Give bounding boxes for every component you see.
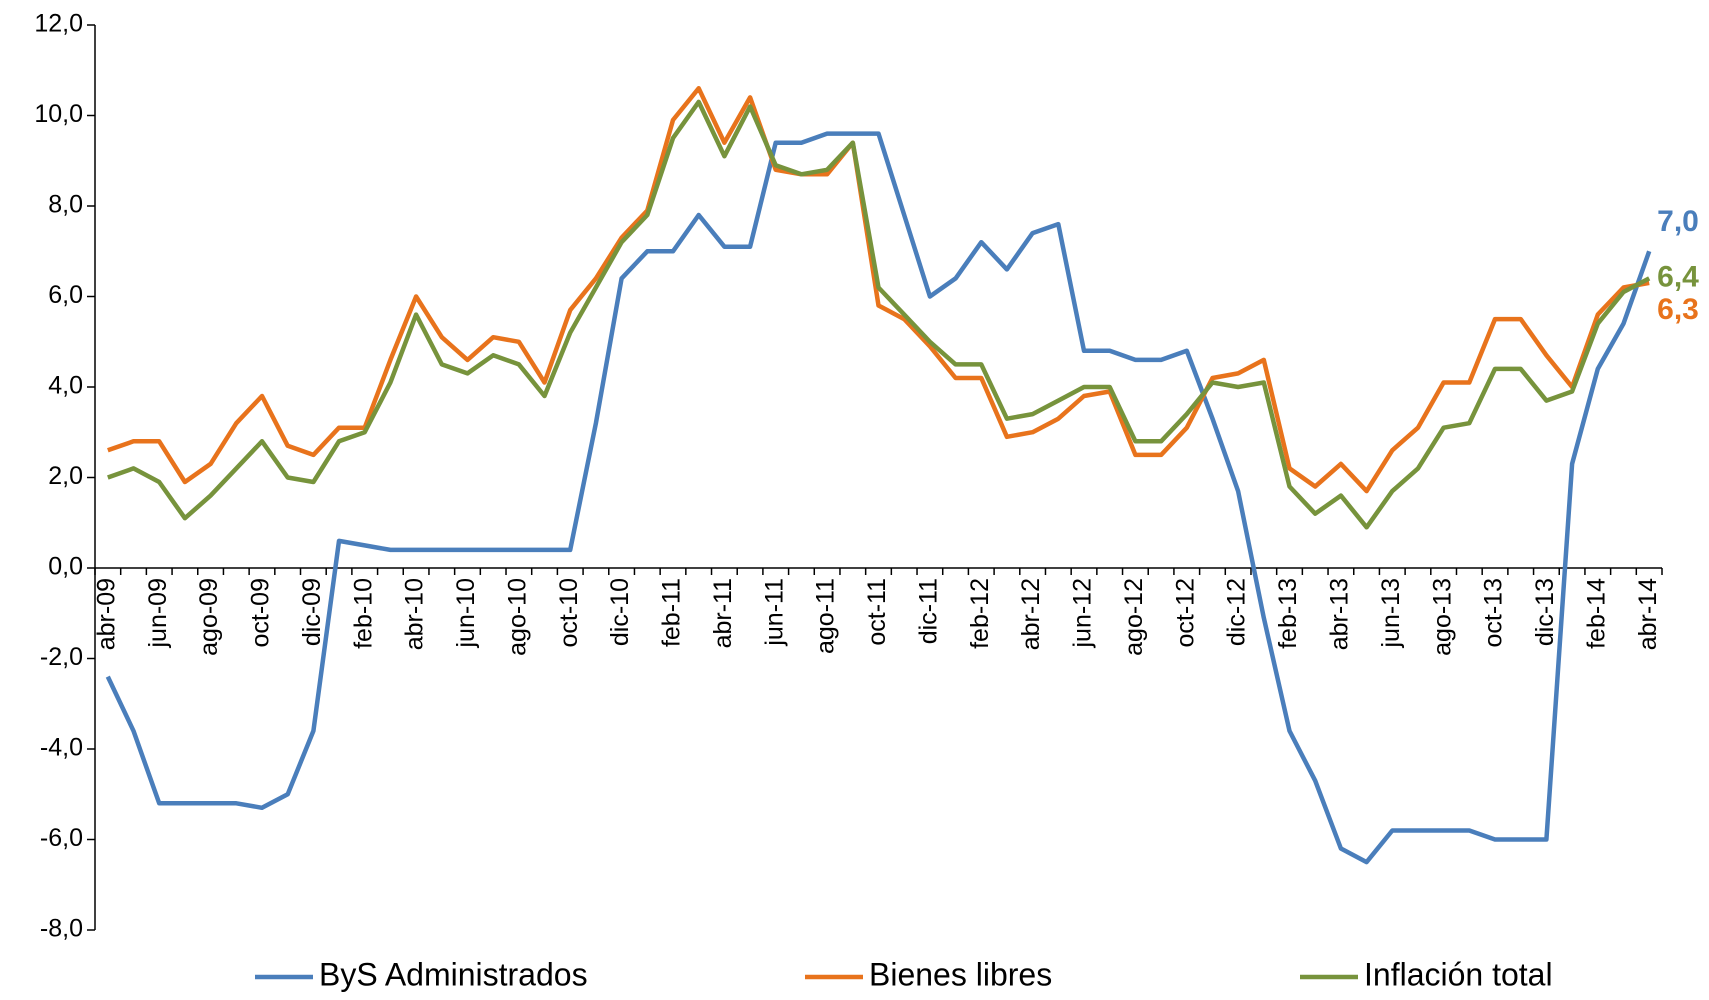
series-line <box>105 131 1652 865</box>
x-tick-label: ago-11 <box>812 578 840 654</box>
legend-label: Inflación total <box>1364 956 1553 992</box>
legend-label: Bienes libres <box>869 956 1052 992</box>
legend-label: ByS Administrados <box>319 956 588 992</box>
x-tick-label: feb-14 <box>1582 578 1610 649</box>
x-tick-label: ago-12 <box>1120 578 1148 656</box>
x-tick-label: oct-12 <box>1171 578 1199 647</box>
x-tick-label: feb-10 <box>349 578 377 649</box>
x-tick-label: ago-10 <box>503 578 531 656</box>
x-tick-label: jun-12 <box>1069 578 1097 649</box>
y-tick-label: -4,0 <box>40 734 83 762</box>
x-tick-label: jun-10 <box>452 578 480 649</box>
data-label: 7,0 <box>1657 205 1699 238</box>
x-tick-label: ago-13 <box>1428 578 1456 656</box>
y-tick-label: 2,0 <box>48 462 83 490</box>
x-tick-label: feb-11 <box>658 578 686 647</box>
x-tick-label: ago-09 <box>195 578 223 656</box>
x-tick-label: jun-11 <box>760 578 788 647</box>
y-tick-label: 6,0 <box>48 281 83 309</box>
x-tick-label: abr-11 <box>709 578 737 648</box>
x-tick-label: dic-11 <box>914 578 942 644</box>
x-tick-label: abr-12 <box>1017 578 1045 650</box>
y-tick-label: 10,0 <box>34 100 83 128</box>
x-tick-label: abr-14 <box>1634 578 1662 650</box>
x-tick-label: oct-09 <box>247 578 275 647</box>
x-tick-label: oct-11 <box>863 578 891 646</box>
y-tick-label: 0,0 <box>48 553 83 581</box>
x-tick-label: feb-12 <box>966 578 994 649</box>
x-tick-label: dic-12 <box>1223 578 1251 646</box>
x-tick-label: abr-09 <box>92 578 120 650</box>
x-tick-label: jun-09 <box>144 578 172 649</box>
x-tick-label: dic-09 <box>298 578 326 646</box>
y-tick-label: -6,0 <box>40 824 83 852</box>
y-tick-label: -8,0 <box>40 915 83 943</box>
series-line <box>107 99 1651 530</box>
y-tick-label: 8,0 <box>48 191 83 219</box>
y-tick-label: 4,0 <box>48 372 83 400</box>
x-tick-label: feb-13 <box>1274 578 1302 649</box>
x-tick-label: oct-10 <box>555 578 583 647</box>
y-tick-label: 12,0 <box>34 10 83 38</box>
x-tick-label: jun-13 <box>1377 578 1405 649</box>
x-tick-label: abr-13 <box>1326 578 1354 650</box>
legend: ByS Administrados Bienes libres Inflación … <box>255 956 1553 992</box>
data-label: 6,4 <box>1657 260 1699 293</box>
data-label: 6,3 <box>1657 293 1699 326</box>
x-tick-label: dic-13 <box>1531 578 1559 646</box>
x-tick-label: abr-10 <box>401 578 429 650</box>
y-tick-label: -2,0 <box>40 643 83 671</box>
x-tick-label: oct-13 <box>1480 578 1508 647</box>
x-tick-label: dic-10 <box>606 578 634 646</box>
